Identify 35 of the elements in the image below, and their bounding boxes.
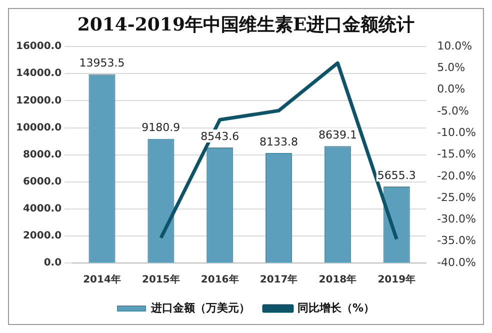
y-tick-label: 8000.0 bbox=[22, 149, 62, 160]
x-tick-label: 2016年 bbox=[200, 274, 239, 286]
y2-tick-label: 0.0% bbox=[437, 82, 466, 96]
y2-tick-label: -20.0% bbox=[437, 169, 476, 182]
y2-tick-label: 5.0% bbox=[437, 61, 466, 74]
y-tick-label: 10000.0 bbox=[16, 122, 62, 134]
data-label: 5655.3 bbox=[377, 168, 416, 182]
y-tick-label: 2000.0 bbox=[22, 230, 62, 242]
y-tick-label: 4000.0 bbox=[22, 203, 62, 214]
y-tick-label: 16000.0 bbox=[16, 41, 62, 52]
chart-title: 2014-2019年中国维生素E进口金额统计 bbox=[77, 14, 415, 36]
y2-tick-label: -35.0% bbox=[437, 234, 476, 248]
x-tick-label: 2017年 bbox=[260, 274, 298, 286]
data-label: 8133.8 bbox=[260, 135, 298, 148]
x-tick-label: 2014年 bbox=[83, 274, 121, 286]
y-tick-label: 6000.0 bbox=[22, 176, 62, 188]
data-label: 13953.5 bbox=[79, 56, 125, 70]
y2-tick-label: -30.0% bbox=[437, 212, 476, 226]
x-tick-label: 2019年 bbox=[378, 274, 416, 286]
y2-tick-label: -25.0% bbox=[437, 190, 476, 204]
legend-label: 同比增长（%） bbox=[297, 301, 375, 314]
y-tick-label: 0.0 bbox=[44, 258, 62, 269]
data-label: 8639.1 bbox=[318, 128, 357, 142]
y-tick-label: 14000.0 bbox=[16, 68, 62, 80]
y2-tick-label: -40.0% bbox=[437, 256, 476, 269]
y2-tick-label: -10.0% bbox=[437, 126, 476, 140]
y2-tick-label: -5.0% bbox=[437, 104, 470, 118]
y2-tick-label: 10.0% bbox=[437, 39, 472, 52]
legend-label: 进口金额（万美元） bbox=[150, 301, 250, 314]
x-tick-label: 2015年 bbox=[142, 274, 180, 286]
data-label: 9180.9 bbox=[142, 121, 180, 134]
y2-tick-label: -15.0% bbox=[437, 148, 476, 161]
y-tick-label: 12000.0 bbox=[16, 95, 62, 106]
data-label: 8543.6 bbox=[200, 130, 240, 143]
x-tick-label: 2018年 bbox=[318, 274, 357, 286]
